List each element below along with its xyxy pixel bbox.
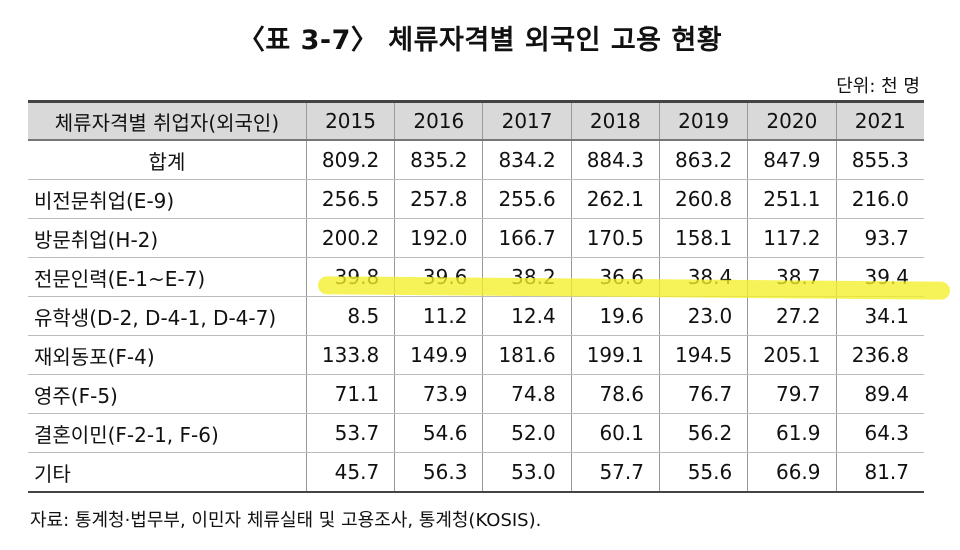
cell-value: 847.9: [747, 140, 836, 180]
cell-value: 39.4: [835, 257, 924, 297]
cell-value: 57.7: [570, 452, 660, 493]
table-row: 유학생(D-2, D-4-1, D-4-7) 8.5 11.2 12.4 19.…: [28, 296, 924, 336]
header-cell-2020: 2020: [747, 100, 836, 141]
header-cell-2019: 2019: [658, 100, 748, 141]
cell-value: 149.9: [394, 335, 483, 375]
header-cell-2018: 2018: [570, 100, 660, 141]
cell-value: 216.0: [835, 179, 924, 219]
cell-value: 39.8: [305, 257, 395, 297]
table-title: 〈표 3-7〉 체류자격별 외국인 고용 현황: [237, 25, 723, 56]
cell-value: 78.6: [570, 374, 660, 414]
cell-value: 199.1: [570, 335, 660, 375]
cell-value: 835.2: [394, 140, 483, 180]
cell-value: 52.0: [482, 413, 572, 453]
cell-value: 11.2: [394, 296, 483, 336]
cell-value: 194.5: [658, 335, 748, 375]
table-row: 결혼이민(F-2-1, F-6) 53.7 54.6 52.0 60.1 56.…: [28, 413, 924, 453]
cell-value: 74.8: [482, 374, 572, 414]
cell-value: 251.1: [747, 179, 836, 219]
cell-value: 205.1: [747, 335, 836, 375]
cell-value: 133.8: [305, 335, 395, 375]
table-row: 방문취업(H-2) 200.2 192.0 166.7 170.5 158.1 …: [28, 218, 924, 258]
cell-value: 79.7: [747, 374, 836, 414]
table-row: 재외동포(F-4) 133.8 149.9 181.6 199.1 194.5 …: [28, 335, 924, 375]
cell-value: 200.2: [305, 218, 395, 258]
row-label: 유학생(D-2, D-4-1, D-4-7): [28, 296, 307, 336]
cell-value: 36.6: [570, 257, 660, 297]
cell-value: 256.5: [305, 179, 395, 219]
source-note: 자료: 통계청·법무부, 이민자 체류실태 및 고용조사, 통계청(KOSIS)…: [30, 510, 542, 531]
cell-value: 38.4: [658, 257, 748, 297]
row-label: 비전문취업(E-9): [28, 179, 307, 219]
cell-value: 236.8: [835, 335, 924, 375]
cell-value: 809.2: [305, 140, 395, 180]
cell-value: 53.0: [482, 452, 572, 493]
cell-value: 158.1: [658, 218, 748, 258]
cell-value: 834.2: [482, 140, 572, 180]
row-label: 방문취업(H-2): [28, 218, 307, 258]
cell-value: 64.3: [835, 413, 924, 453]
cell-value: 53.7: [305, 413, 395, 453]
row-label: 합계: [28, 140, 307, 180]
cell-value: 257.8: [394, 179, 483, 219]
cell-value: 19.6: [570, 296, 660, 336]
cell-value: 56.3: [394, 452, 483, 493]
table-row-total: 합계 809.2 835.2 834.2 884.3 863.2 847.9 8…: [28, 140, 924, 180]
cell-value: 66.9: [747, 452, 836, 493]
header-row: 체류자격별 취업자(외국인) 2015 2016 2017 2018 2019 …: [28, 100, 924, 141]
row-label: 영주(F-5): [28, 374, 307, 414]
cell-value: 262.1: [570, 179, 660, 219]
cell-value: 93.7: [835, 218, 924, 258]
cell-value: 8.5: [305, 296, 395, 336]
table-row: 비전문취업(E-9) 256.5 257.8 255.6 262.1 260.8…: [28, 179, 924, 219]
cell-value: 260.8: [658, 179, 748, 219]
cell-value: 71.1: [305, 374, 395, 414]
header-cell-2017: 2017: [482, 100, 572, 141]
header-cell-2015: 2015: [305, 100, 395, 141]
cell-value: 81.7: [835, 452, 924, 493]
row-label: 재외동포(F-4): [28, 335, 307, 375]
cell-value: 54.6: [394, 413, 483, 453]
row-label: 결혼이민(F-2-1, F-6): [28, 413, 307, 453]
cell-value: 192.0: [394, 218, 483, 258]
cell-value: 117.2: [747, 218, 836, 258]
employment-table: 체류자격별 취업자(외국인) 2015 2016 2017 2018 2019 …: [28, 100, 924, 493]
header-cell-2021: 2021: [835, 100, 924, 141]
table-row-highlighted: 전문인력(E-1~E-7) 39.8 39.6 38.2 36.6 38.4 3…: [28, 257, 924, 297]
cell-value: 76.7: [658, 374, 748, 414]
table-row: 기타 45.7 56.3 53.0 57.7 55.6 66.9 81.7: [28, 452, 924, 493]
cell-value: 255.6: [482, 179, 572, 219]
cell-value: 181.6: [482, 335, 572, 375]
cell-value: 89.4: [835, 374, 924, 414]
cell-value: 166.7: [482, 218, 572, 258]
unit-label: 단위: 천 명: [836, 76, 920, 97]
table-row: 영주(F-5) 71.1 73.9 74.8 78.6 76.7 79.7 89…: [28, 374, 924, 414]
cell-value: 884.3: [570, 140, 660, 180]
cell-value: 38.7: [747, 257, 836, 297]
cell-value: 73.9: [394, 374, 483, 414]
row-label: 기타: [28, 452, 307, 493]
cell-value: 23.0: [658, 296, 748, 336]
row-label: 전문인력(E-1~E-7): [28, 257, 307, 297]
cell-value: 55.6: [658, 452, 748, 493]
cell-value: 45.7: [305, 452, 395, 493]
cell-value: 34.1: [835, 296, 924, 336]
cell-value: 60.1: [570, 413, 660, 453]
cell-value: 170.5: [570, 218, 660, 258]
cell-value: 56.2: [658, 413, 748, 453]
header-cell-2016: 2016: [394, 100, 483, 141]
cell-value: 855.3: [835, 140, 924, 180]
cell-value: 27.2: [747, 296, 836, 336]
header-cell-category: 체류자격별 취업자(외국인): [28, 100, 307, 141]
cell-value: 38.2: [482, 257, 572, 297]
cell-value: 863.2: [658, 140, 748, 180]
cell-value: 39.6: [394, 257, 483, 297]
cell-value: 61.9: [747, 413, 836, 453]
cell-value: 12.4: [482, 296, 572, 336]
